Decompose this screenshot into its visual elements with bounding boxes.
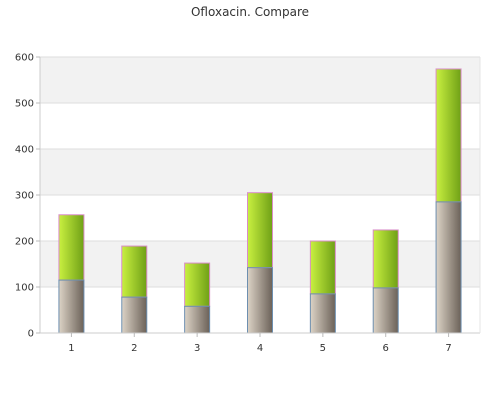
y-tick-label: 400: [15, 145, 34, 156]
grid-band: [40, 57, 480, 103]
bar-segment-bottom: [309, 293, 336, 334]
bars: [58, 68, 462, 334]
y-tick-label: 0: [28, 329, 34, 340]
x-tick-label: 3: [194, 343, 200, 354]
bar-segment-top: [184, 262, 211, 307]
bar-segment-top: [247, 192, 273, 269]
bar-segment-bottom: [372, 287, 399, 334]
bar-segment-top: [121, 245, 148, 298]
x-axis-ticks: 1 2 3 4 5 6 7: [68, 333, 452, 354]
y-tick-label: 300: [15, 191, 34, 202]
chart-title: Ofloxacin. Compare: [190, 5, 310, 19]
bar-segment-bottom: [121, 296, 148, 334]
grid-band: [40, 149, 480, 195]
y-axis-ticks: 0 100 200 300 400 500 600: [15, 53, 40, 340]
bar-segment-bottom: [247, 267, 273, 334]
x-tick-label: 7: [445, 343, 451, 354]
x-tick-label: 4: [257, 343, 263, 354]
bar-segment-bottom: [184, 305, 211, 334]
y-tick-label: 100: [15, 283, 34, 294]
x-tick-label: 1: [68, 343, 74, 354]
y-tick-label: 500: [15, 99, 34, 110]
y-tick-label: 600: [15, 53, 34, 64]
y-tick-label: 200: [15, 237, 34, 248]
bar-segment-top: [435, 68, 462, 203]
bar-segment-top: [309, 240, 336, 295]
bar-segment-top: [58, 214, 85, 281]
bar-segment-top: [372, 229, 399, 289]
bar-segment-bottom: [58, 279, 85, 334]
bar-segment-bottom: [435, 201, 462, 334]
x-tick-label: 6: [383, 343, 389, 354]
x-tick-label: 2: [131, 343, 137, 354]
x-tick-label: 5: [320, 343, 326, 354]
